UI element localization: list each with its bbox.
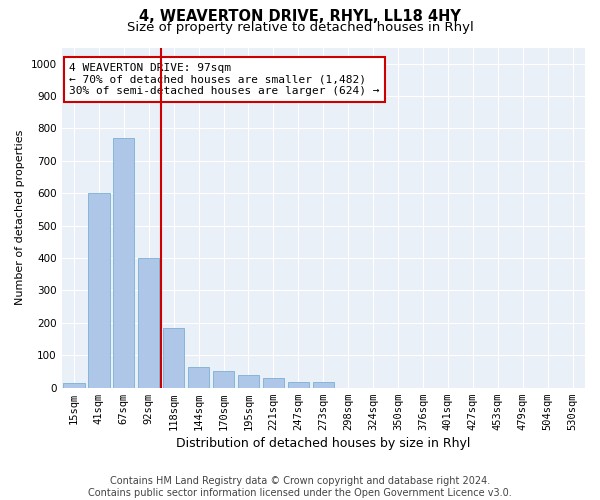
Text: Size of property relative to detached houses in Rhyl: Size of property relative to detached ho… [127, 21, 473, 34]
Text: 4, WEAVERTON DRIVE, RHYL, LL18 4HY: 4, WEAVERTON DRIVE, RHYL, LL18 4HY [139, 9, 461, 24]
Bar [138, 258, 160, 388]
Bar [238, 374, 259, 388]
Bar [64, 383, 85, 388]
Text: 4 WEAVERTON DRIVE: 97sqm
← 70% of detached houses are smaller (1,482)
30% of sem: 4 WEAVERTON DRIVE: 97sqm ← 70% of detach… [70, 63, 380, 96]
Bar [288, 382, 309, 388]
Bar [213, 372, 234, 388]
Bar [88, 194, 110, 388]
X-axis label: Distribution of detached houses by size in Rhyl: Distribution of detached houses by size … [176, 437, 470, 450]
Bar [313, 382, 334, 388]
Bar [263, 378, 284, 388]
Bar [113, 138, 134, 388]
Text: Contains HM Land Registry data © Crown copyright and database right 2024.
Contai: Contains HM Land Registry data © Crown c… [88, 476, 512, 498]
Bar [163, 328, 184, 388]
Bar [188, 366, 209, 388]
Y-axis label: Number of detached properties: Number of detached properties [15, 130, 25, 306]
